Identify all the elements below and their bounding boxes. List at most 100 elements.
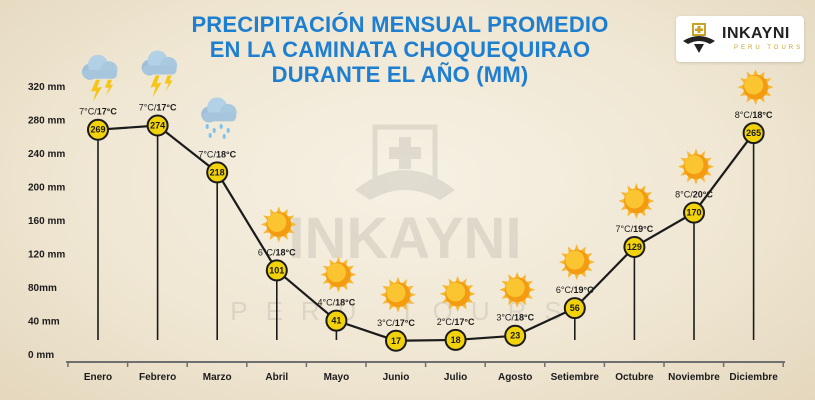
temperature-max: 17°C (395, 318, 416, 328)
temperature-label: 6°C/18°C (258, 247, 296, 257)
x-axis-ticks: Enero Febrero Marzo Abril Mayo Junio Julio Agos… (84, 372, 778, 383)
temperature-min: 6°C (556, 285, 572, 295)
x-tick-label: Agosto (498, 372, 532, 383)
data-value-label: 101 (269, 265, 284, 275)
temperature-label: 8°C/20°C (675, 190, 713, 200)
temperature-label: 7°C/17°C (139, 103, 177, 113)
temperature-min: 7°C (139, 103, 155, 113)
sun-icon (558, 244, 595, 281)
temperature-separator: / (511, 313, 514, 323)
temperature-min: 8°C (675, 190, 691, 200)
temperature-min: 6°C (258, 247, 274, 257)
title-line-2: EN LA CAMINATA CHOQUEQUIRAO (209, 37, 591, 62)
storm-cloud-icon (141, 50, 178, 98)
series-line (97, 124, 755, 342)
temperature-min: 7°C (79, 107, 95, 117)
data-value-label: 265 (746, 128, 761, 138)
temperature-label: 3°C/18°C (496, 313, 534, 323)
temperature-separator: / (631, 224, 634, 234)
data-value-label: 129 (627, 242, 642, 252)
data-point-marker (444, 328, 467, 351)
watermark-logo: INKAYNI PERU TOURS (230, 124, 562, 326)
sun-icon (380, 276, 416, 313)
logo-sub: PERU TOURS (734, 45, 804, 51)
data-points: 269 274 218 101 41 17 18 23 56 129 170 265 (87, 114, 765, 352)
x-tick-label: Julio (444, 372, 467, 383)
data-value-label: 41 (331, 316, 341, 326)
data-point-marker (265, 259, 288, 282)
data-point-marker (742, 122, 765, 145)
data-value-label: 274 (150, 121, 165, 131)
temperature-min: 3°C (496, 313, 512, 323)
sun-icon (678, 148, 714, 185)
data-point-marker (87, 118, 109, 141)
temperature-separator: / (571, 285, 574, 295)
temperature-max: 18°C (335, 298, 356, 308)
temperature-label: 7°C/19°C (616, 224, 654, 234)
sun-icon (618, 182, 655, 219)
temperature-separator: / (213, 149, 216, 159)
temperature-max: 18°C (752, 110, 773, 120)
data-point-marker (206, 161, 229, 184)
temperature-label: 7°C/18°C (198, 149, 236, 159)
temperature-min: 7°C (198, 149, 214, 159)
data-value-label: 218 (210, 167, 225, 177)
data-point-marker (146, 114, 169, 137)
temperature-label: 3°C/17°C (377, 318, 415, 328)
x-tick-label: Enero (84, 372, 112, 383)
sun-icon (737, 69, 774, 106)
y-tick-label: 160 mm (28, 216, 65, 227)
temperature-separator: / (273, 247, 276, 257)
temperature-max: 18°C (514, 313, 535, 323)
y-tick-label: 280 mm (28, 116, 65, 127)
x-tick-label: Junio (383, 372, 410, 383)
logo-name: INKAYNI (722, 25, 790, 42)
x-tick-label: Setiembre (551, 372, 600, 383)
temperature-labels: 7°C/17°C 7°C/17°C7°C/18°C6°C/18°C4°C/18°C… (79, 103, 773, 328)
temperature-separator: / (690, 190, 693, 200)
temperature-label: 6°C/19°C (556, 285, 594, 295)
temperature-separator: / (392, 318, 395, 328)
data-point-marker (683, 201, 705, 224)
y-tick-label: 120 mm (28, 250, 65, 261)
temperature-label: 2°C/17°C (437, 317, 475, 327)
title-line-3: DURANTE EL AÑO (MM) (271, 62, 529, 87)
temperature-label: 7°C/17°C (79, 107, 117, 117)
temperature-max: 17°C (156, 103, 177, 113)
data-value-label: 269 (90, 125, 105, 135)
data-value-label: 56 (570, 303, 580, 313)
data-value-label: 18 (451, 335, 461, 345)
stem-lines (97, 125, 755, 341)
title-line-1: PRECIPITACIÓN MENSUAL PROMEDIO (191, 12, 609, 37)
temperature-max: 19°C (574, 285, 595, 295)
condor-icon (683, 23, 715, 53)
temperature-min: 8°C (735, 110, 751, 120)
y-tick-label: 240 mm (28, 149, 65, 160)
watermark-name: INKAYNI (288, 206, 521, 271)
x-tick-label: Noviembre (668, 372, 720, 383)
data-point-marker (385, 329, 407, 352)
temperature-min: 7°C (616, 224, 632, 234)
x-tick-label: Mayo (324, 372, 350, 383)
y-tick-label: 0 mm (28, 350, 54, 361)
y-tick-label: 320 mm (28, 82, 65, 93)
temperature-max: 17°C (97, 107, 118, 117)
sun-icon (260, 206, 297, 243)
data-value-label: 170 (686, 208, 701, 218)
precipitation-line (97, 124, 755, 342)
storm-cloud-icon (82, 54, 118, 102)
weather-icons (82, 50, 774, 313)
temperature-max: 18°C (276, 247, 297, 257)
data-point-marker (563, 297, 586, 320)
axes (66, 361, 785, 367)
sun-icon (499, 271, 536, 308)
temperature-min: 4°C (318, 298, 334, 308)
x-tick-label: Diciembre (729, 372, 778, 383)
brand-logo: INKAYNI PERU TOURS (676, 16, 804, 62)
chart-title: PRECIPITACIÓN MENSUAL PROMEDIO EN LA CAM… (130, 12, 670, 87)
data-point-marker (325, 309, 348, 332)
temperature-separator: / (452, 317, 455, 327)
temperature-separator: / (154, 103, 157, 113)
y-tick-label: 200 mm (28, 183, 65, 194)
